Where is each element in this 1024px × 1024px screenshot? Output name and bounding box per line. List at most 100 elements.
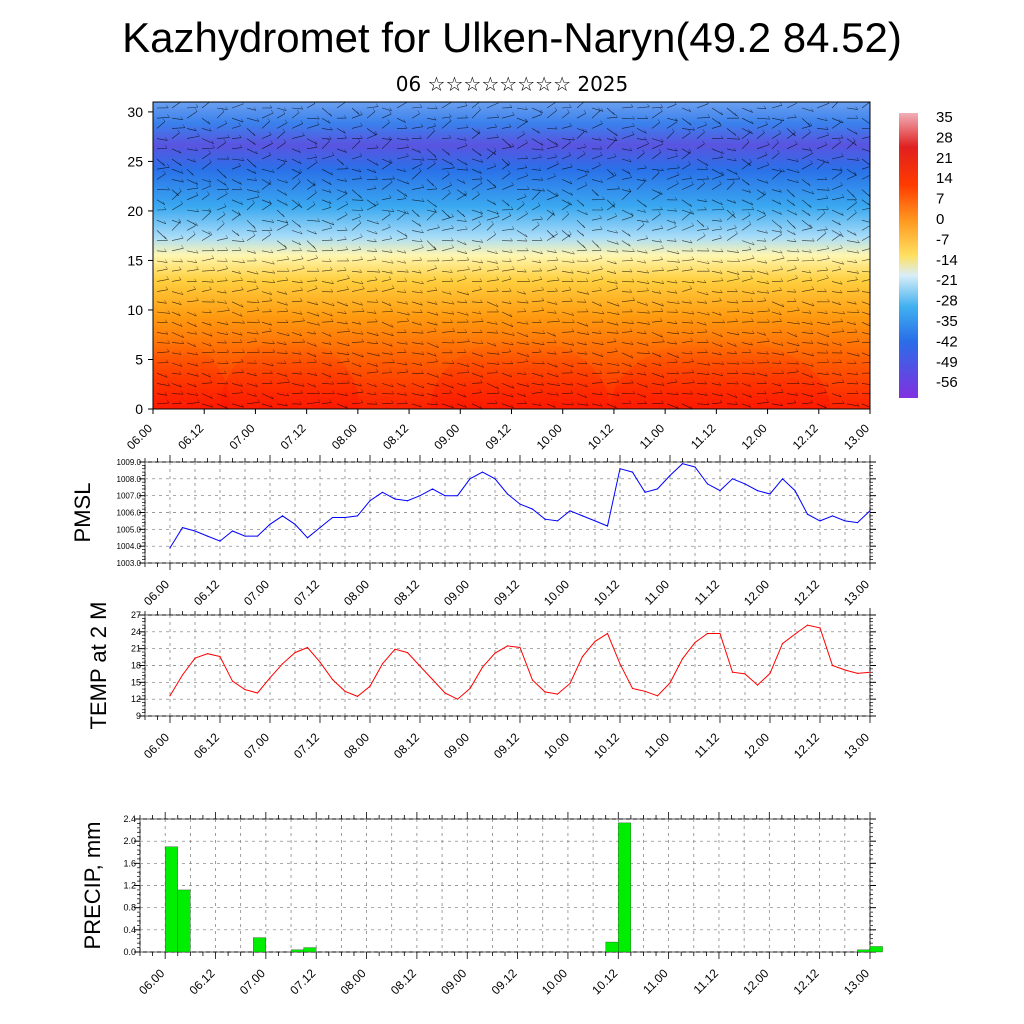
wind-barb bbox=[276, 179, 288, 184]
wind-barb-flag bbox=[195, 103, 199, 108]
wind-barb-flag bbox=[810, 330, 814, 334]
wind-barb bbox=[261, 168, 275, 173]
wind-barb bbox=[486, 268, 499, 272]
wind-barb bbox=[321, 372, 332, 378]
data-point bbox=[369, 685, 371, 687]
wind-barb bbox=[861, 248, 870, 252]
wind-barb-flag bbox=[164, 392, 168, 396]
wind-barb bbox=[531, 128, 540, 134]
wind-barb-flag bbox=[797, 320, 800, 325]
wind-barb-flag bbox=[284, 373, 288, 377]
wind-barb-flag bbox=[329, 113, 333, 117]
wind-barb-flag bbox=[704, 322, 707, 326]
wind-barb-flag bbox=[197, 132, 200, 137]
wind-barb-flag bbox=[736, 271, 740, 275]
wind-barb bbox=[606, 393, 620, 396]
wind-barb-flag bbox=[856, 338, 860, 342]
wind-barb-flag bbox=[167, 164, 170, 168]
wind-barb bbox=[801, 279, 813, 282]
wind-barb-flag bbox=[764, 245, 767, 249]
wind-barb bbox=[336, 179, 347, 182]
wind-barb-flag bbox=[736, 115, 740, 119]
wind-barb bbox=[696, 131, 705, 139]
wind-barb-flag bbox=[479, 286, 482, 290]
wind-barb-flag bbox=[614, 212, 618, 217]
wind-barb-flag bbox=[540, 109, 543, 113]
wind-barb-flag bbox=[795, 348, 799, 352]
wind-barb-flag bbox=[421, 157, 425, 161]
wind-barb bbox=[456, 301, 467, 304]
wind-barb bbox=[666, 291, 678, 294]
wind-barb bbox=[546, 163, 559, 170]
wind-barb bbox=[681, 184, 694, 190]
wind-barb-flag bbox=[480, 97, 482, 100]
wind-barb-flag bbox=[676, 180, 679, 184]
wind-barb-flag bbox=[841, 400, 845, 404]
wind-barb bbox=[456, 168, 469, 171]
wind-barb-flag bbox=[493, 342, 497, 347]
wind-barb-flag bbox=[405, 301, 409, 305]
wind-barb bbox=[276, 291, 287, 295]
wind-barb-flag bbox=[646, 342, 649, 346]
wind-barb bbox=[576, 128, 588, 133]
wind-barb-flag bbox=[539, 154, 542, 158]
wind-barb-flag bbox=[449, 113, 452, 117]
wind-barb-flag bbox=[779, 211, 782, 215]
wind-barb-flag bbox=[421, 330, 424, 334]
wind-barb-flag bbox=[211, 279, 214, 283]
wind-barb bbox=[291, 204, 300, 211]
wind-barb bbox=[591, 138, 602, 141]
wind-barb-flag bbox=[510, 360, 514, 364]
wind-barb bbox=[426, 372, 439, 378]
wind-barb bbox=[246, 288, 259, 292]
wind-barb-flag bbox=[417, 213, 420, 217]
wind-barb bbox=[636, 128, 647, 134]
wind-barb-flag bbox=[855, 390, 859, 394]
wind-barb bbox=[786, 143, 798, 150]
wind-barb bbox=[246, 219, 256, 229]
wind-barb bbox=[561, 331, 574, 333]
wind-barb-flag bbox=[374, 248, 378, 252]
wind-barbs bbox=[156, 97, 870, 409]
wind-barb bbox=[561, 138, 575, 141]
wind-barb bbox=[621, 158, 632, 163]
wind-barb bbox=[591, 217, 602, 221]
x-tick-label: 11.00 bbox=[642, 730, 673, 761]
wind-barb bbox=[366, 240, 377, 243]
wind-barb bbox=[591, 228, 603, 231]
wind-barb bbox=[666, 403, 679, 409]
wind-barb-flag bbox=[767, 319, 770, 323]
wind-barb bbox=[441, 120, 452, 129]
wind-barb bbox=[531, 107, 543, 113]
wind-barb bbox=[546, 145, 559, 150]
y-tick-label: 1004.0 bbox=[117, 542, 142, 551]
wind-barb-flag bbox=[403, 119, 406, 123]
wind-barb bbox=[831, 331, 845, 333]
wind-barb-flag bbox=[302, 383, 305, 387]
wind-barb-flag bbox=[431, 182, 435, 187]
wind-barb-flag bbox=[495, 250, 498, 254]
wind-barb-flag bbox=[598, 330, 602, 334]
wind-barb bbox=[801, 148, 812, 151]
wind-barb-flag bbox=[553, 173, 556, 177]
wind-barb bbox=[756, 132, 765, 139]
wind-barb bbox=[471, 321, 484, 323]
wind-barb bbox=[681, 128, 695, 131]
wind-barb-flag bbox=[272, 340, 275, 344]
wind-barb-flag bbox=[658, 149, 662, 153]
wind-barb-flag bbox=[646, 287, 649, 291]
wind-barb-flag bbox=[615, 280, 618, 284]
wind-barb-flag bbox=[222, 211, 226, 215]
wind-barb bbox=[531, 300, 544, 303]
wind-barb-flag bbox=[209, 379, 213, 383]
wind-barb-flag bbox=[841, 194, 845, 198]
wind-barb-flag bbox=[257, 319, 261, 323]
wind-barb-flag bbox=[585, 323, 589, 327]
wind-barb-flag bbox=[224, 300, 227, 304]
wind-barb-flag bbox=[388, 159, 392, 164]
wind-barb bbox=[276, 403, 288, 407]
wind-barb bbox=[336, 137, 347, 139]
wind-barb-flag bbox=[330, 247, 334, 251]
y-tick-label: 1008.0 bbox=[117, 475, 142, 484]
wind-barb bbox=[576, 270, 590, 274]
